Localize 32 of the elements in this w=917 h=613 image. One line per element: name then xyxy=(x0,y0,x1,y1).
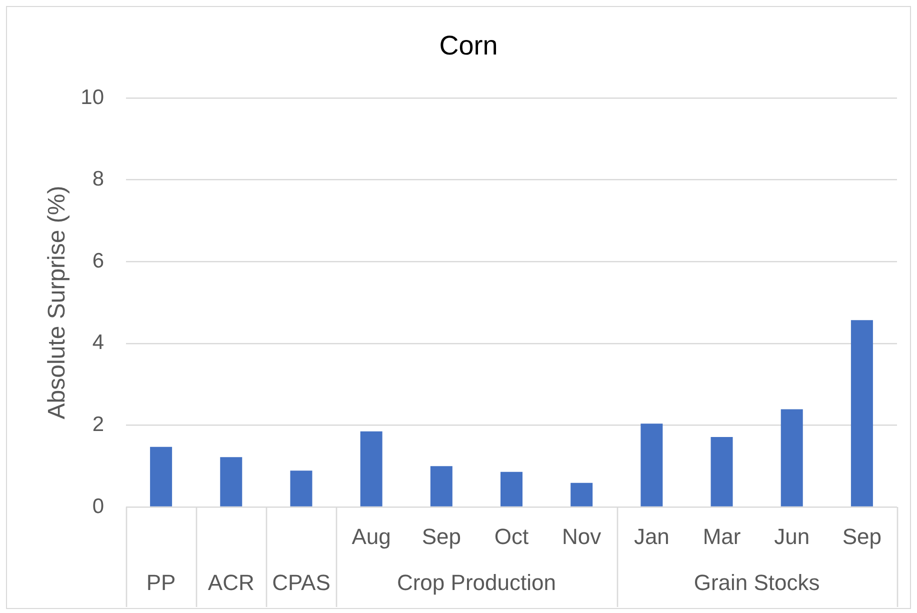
bar xyxy=(220,457,242,506)
bar xyxy=(640,424,663,506)
y-tick-label: 4 xyxy=(92,331,104,354)
y-axis-title: Absolute Surprise (%) xyxy=(44,186,71,420)
bar xyxy=(780,409,803,506)
text: Grain Stocks xyxy=(694,570,820,596)
x-tick-label: Jun xyxy=(774,524,810,550)
bar xyxy=(360,431,382,506)
text: ACR xyxy=(208,570,254,596)
x-tick-label: Aug xyxy=(352,524,391,550)
y-tick-label: 0 xyxy=(92,494,104,518)
bar xyxy=(150,446,172,506)
chart-title: Corn xyxy=(439,30,498,60)
x-tick-label: Jan xyxy=(634,524,670,550)
bar xyxy=(570,482,593,506)
x-tick-label: Sep xyxy=(422,524,461,550)
bar xyxy=(500,472,523,506)
x-tick-label: Sep xyxy=(842,524,882,550)
y-tick-label: 6 xyxy=(92,249,104,272)
text: CPAS xyxy=(272,570,330,596)
bar xyxy=(290,470,312,506)
x-tick-label: Nov xyxy=(562,524,602,550)
y-tick-label: 2 xyxy=(92,412,104,436)
bar xyxy=(710,437,733,506)
y-tick-label: 8 xyxy=(92,168,104,191)
x-tick-label: Mar xyxy=(702,524,741,550)
x-tick-label: Oct xyxy=(494,524,529,550)
text: Crop Production xyxy=(396,570,556,596)
bar xyxy=(430,466,452,506)
text: PP xyxy=(146,570,176,596)
y-tick-label: 10 xyxy=(80,86,104,109)
bar xyxy=(850,320,873,506)
